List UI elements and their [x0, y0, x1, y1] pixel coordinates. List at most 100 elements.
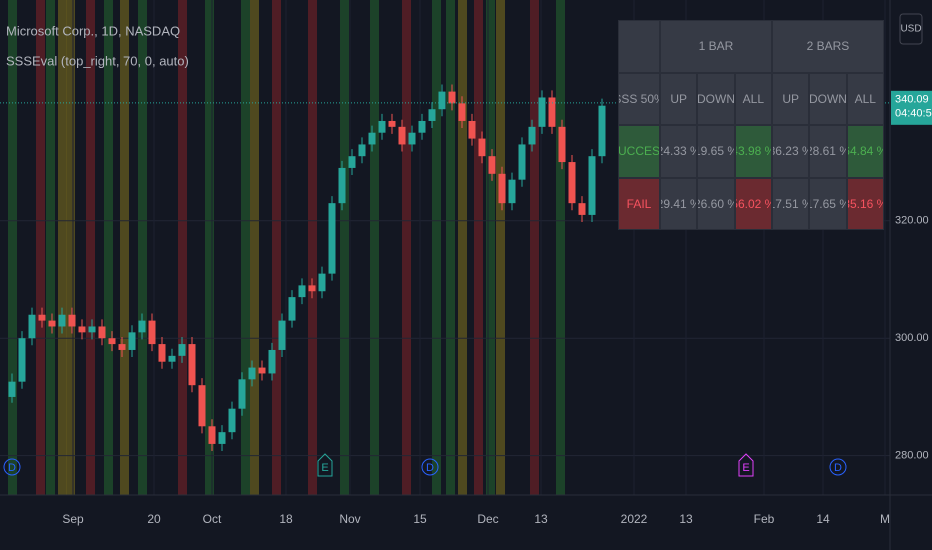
candle-body — [138, 320, 146, 333]
candle-body — [308, 285, 316, 292]
table-cell: 1 BAR — [660, 20, 772, 73]
table-cell: ALL — [734, 72, 772, 125]
currency-label[interactable]: USD — [900, 24, 921, 35]
candle-body — [488, 156, 496, 174]
signal-band — [66, 0, 75, 495]
candle-body — [368, 132, 376, 145]
table-cell: 24.33 % — [660, 125, 698, 178]
candle-body — [538, 97, 546, 127]
candle-body — [8, 381, 16, 397]
candle-body — [148, 320, 156, 345]
x-tick-label: 2022 — [621, 512, 648, 526]
event-label: D — [426, 462, 434, 474]
signal-band — [8, 0, 17, 495]
table-cell: FAIL — [618, 177, 660, 230]
signal-band — [46, 0, 55, 495]
table-cell: 17.65 % — [809, 177, 847, 230]
y-tick-label: 320.00 — [895, 215, 929, 227]
candle-body — [48, 320, 56, 327]
signal-band — [272, 0, 281, 495]
candle-body — [158, 344, 166, 362]
candle-body — [358, 144, 366, 157]
candle-body — [338, 167, 346, 204]
signal-band — [340, 0, 349, 495]
table-cell: 19.65 % — [697, 125, 735, 178]
candle-body — [578, 203, 586, 215]
candle-body — [478, 138, 486, 157]
candle-body — [78, 326, 86, 333]
candle-body — [38, 314, 46, 321]
candle-body — [28, 314, 36, 339]
candle-body — [598, 105, 606, 157]
candle-body — [58, 314, 66, 327]
candle-body — [128, 332, 136, 350]
x-tick-label: 13 — [534, 512, 548, 526]
table-cell: 17.51 % — [771, 177, 810, 230]
candle-body — [458, 103, 466, 121]
signal-band — [446, 0, 455, 495]
candle-body — [468, 120, 476, 139]
candle-body — [378, 120, 386, 133]
signal-band — [36, 0, 45, 495]
table-cell: 56.02 % — [734, 177, 772, 230]
signal-band — [402, 0, 411, 495]
table-cell: SSS 50% — [618, 72, 660, 125]
candle-body — [168, 355, 176, 362]
event-marker — [421, 458, 439, 476]
x-tick-label: 13 — [679, 512, 693, 526]
x-tick-label: Dec — [477, 512, 498, 526]
table-cell: DOWN — [809, 72, 847, 125]
signal-band — [104, 0, 113, 495]
candle-body — [398, 126, 406, 145]
candle-body — [178, 344, 186, 356]
candle-body — [418, 120, 426, 133]
x-tick-label: 18 — [279, 512, 293, 526]
signal-band — [120, 0, 129, 495]
table-cell: 35.16 % — [846, 177, 884, 230]
x-tick-label: 15 — [413, 512, 427, 526]
signal-band — [474, 0, 483, 495]
signal-band — [370, 0, 379, 495]
candle-body — [278, 320, 286, 350]
candle-body — [268, 349, 276, 374]
signal-band — [432, 0, 441, 495]
event-marker — [317, 453, 333, 477]
event-label: D — [834, 462, 842, 474]
table-cell: 28.61 % — [809, 125, 847, 178]
table-cell: SUCCESS — [618, 125, 660, 178]
signal-band — [486, 0, 495, 495]
candle-body — [298, 285, 306, 298]
table-cell: UP — [771, 72, 810, 125]
signal-band — [205, 0, 214, 495]
table-cell: 64.84 % — [846, 125, 884, 178]
table-cell: 2 BARS — [771, 20, 884, 73]
countdown-label: 04:40:50 — [895, 108, 932, 120]
signal-band — [496, 0, 505, 495]
candle-body — [108, 338, 116, 345]
candle-body — [588, 156, 596, 215]
x-tick-label: Nov — [339, 512, 360, 526]
table-cell: 29.41 % — [660, 177, 698, 230]
candle-body — [188, 344, 196, 386]
candle-body — [528, 126, 536, 145]
event-marker — [3, 458, 21, 476]
table-cell: 43.98 % — [734, 125, 772, 178]
y-tick-label: 300.00 — [895, 332, 929, 344]
candle-body — [498, 173, 506, 204]
signal-band — [530, 0, 539, 495]
table-cell: UP — [660, 72, 698, 125]
candle-body — [428, 109, 436, 121]
x-tick-label: Feb — [754, 512, 775, 526]
signal-band — [138, 0, 147, 495]
event-label: E — [742, 462, 749, 474]
x-tick-label: Sep — [62, 512, 84, 526]
signal-band — [556, 0, 565, 495]
candle-body — [348, 156, 356, 168]
candle-body — [118, 344, 126, 350]
signal-band — [308, 0, 317, 495]
candle-body — [258, 367, 266, 374]
currency-button[interactable] — [899, 13, 923, 45]
candle-body — [508, 179, 516, 204]
